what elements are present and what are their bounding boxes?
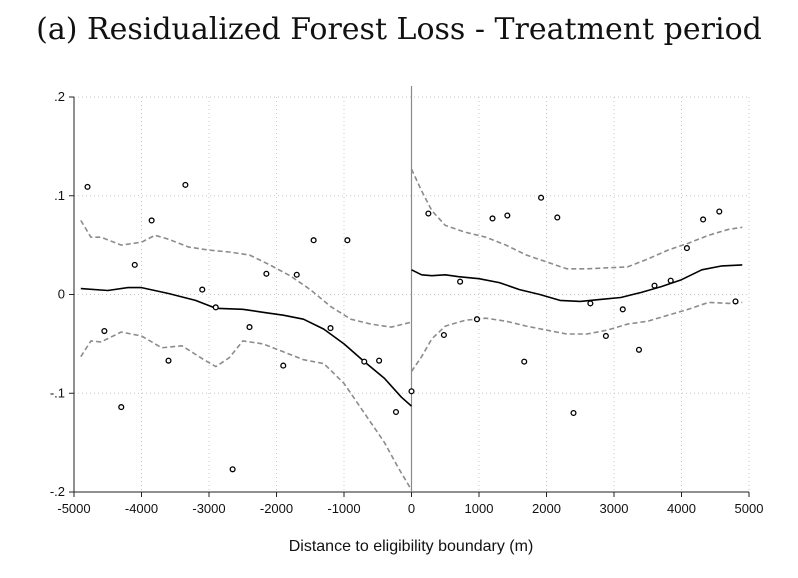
scatter-point: [293, 271, 300, 278]
scatter-point: [440, 331, 447, 339]
scatter-point: [327, 325, 334, 332]
ci-line-ci-lower-left: [80, 331, 413, 491]
scatter-point: [473, 316, 481, 323]
y-tick-label: 0: [58, 287, 65, 302]
y-tick-label: -.1: [50, 385, 65, 400]
x-tick-label: 3000: [600, 501, 629, 516]
scatter-point: [199, 286, 206, 293]
fit-line-fit-right: [411, 264, 743, 303]
scatter-point: [165, 357, 172, 364]
fit-line-fit-left: [80, 286, 413, 407]
scatter-point: [489, 215, 496, 222]
scatter-point: [651, 282, 658, 289]
scatter-point: [602, 332, 609, 340]
x-axis-label: Distance to eligibility boundary (m): [289, 538, 534, 555]
y-tick-label: -.2: [50, 484, 65, 499]
x-tick-label: 4000: [667, 501, 696, 516]
scatter-point: [392, 408, 400, 416]
scatter-point: [554, 214, 561, 221]
scatter-point: [504, 212, 511, 219]
scatter-point: [408, 388, 415, 395]
scatter-point: [538, 194, 545, 201]
scatter-point: [344, 237, 351, 244]
scatter-point: [280, 362, 287, 369]
scatter-point: [667, 277, 674, 284]
x-tick-label: -2000: [260, 501, 293, 516]
x-tick-label: -1000: [327, 501, 360, 516]
scatter-point: [425, 210, 432, 217]
scatter-point: [131, 261, 138, 268]
x-tick-label: -3000: [192, 501, 225, 516]
scatter-point: [310, 237, 317, 244]
axes: -5000 -4000 -3000 -2000 -1000 0 1000 2000 3000 40…: [50, 86, 764, 516]
scatter-point: [376, 357, 383, 364]
scatter-point: [635, 346, 643, 353]
scatter-point: [619, 306, 626, 313]
scatter-point: [246, 324, 253, 331]
scatter-point: [212, 304, 219, 311]
scatter-point: [732, 298, 739, 305]
scatter-point: [570, 409, 577, 417]
scatter-point: [84, 183, 91, 190]
scatter-point: [229, 466, 236, 473]
scatter-point: [587, 300, 594, 307]
ci-line-ci-upper-left: [80, 219, 412, 328]
x-tick-label: 1000: [465, 501, 494, 516]
scatter-point: [521, 358, 528, 365]
scatter-point: [101, 327, 108, 335]
chart-title: (a) Residualized Forest Loss - Treatment…: [36, 12, 762, 47]
x-tick-label: -5000: [57, 501, 90, 516]
y-tick-label: .1: [54, 188, 65, 203]
x-tick-label: 0: [408, 501, 415, 516]
x-tick-label: -4000: [125, 501, 158, 516]
ci-line-ci-upper-right: [410, 168, 743, 270]
scatter-point: [182, 181, 189, 188]
fitted-lines: [80, 168, 743, 491]
scatter-point: [683, 245, 690, 252]
x-tick-label: 2000: [532, 501, 561, 516]
ci-line-ci-lower-right: [410, 301, 743, 372]
scatter-point: [118, 404, 125, 411]
scatter-point: [263, 270, 270, 277]
x-tick-label: 5000: [735, 501, 764, 516]
scatter-point: [148, 217, 155, 224]
scatter-point: [700, 216, 707, 223]
y-tick-label: .2: [54, 89, 65, 104]
scatter-point: [361, 358, 368, 365]
scatter-point: [457, 278, 464, 285]
scatter-point: [716, 208, 723, 215]
scatter-points: [84, 181, 739, 473]
